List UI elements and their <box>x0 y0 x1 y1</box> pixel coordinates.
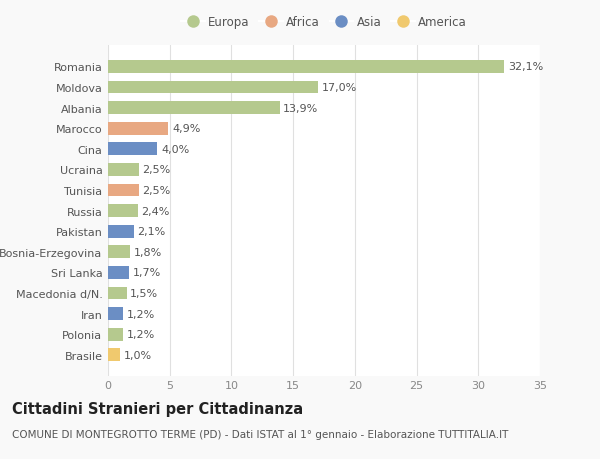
Bar <box>108 184 139 197</box>
Bar <box>108 328 123 341</box>
Legend: Europa, Africa, Asia, America: Europa, Africa, Asia, America <box>176 11 472 34</box>
Text: 1,2%: 1,2% <box>127 330 155 339</box>
Text: 1,8%: 1,8% <box>134 247 162 257</box>
Text: 2,1%: 2,1% <box>137 227 166 237</box>
Bar <box>108 143 157 156</box>
Text: 1,7%: 1,7% <box>133 268 161 278</box>
Text: 13,9%: 13,9% <box>283 103 319 113</box>
Text: 1,5%: 1,5% <box>130 288 158 298</box>
Text: 2,4%: 2,4% <box>142 206 170 216</box>
Bar <box>108 246 130 258</box>
Bar <box>108 225 134 238</box>
Bar <box>108 266 129 279</box>
Text: 2,5%: 2,5% <box>143 165 171 175</box>
Text: 17,0%: 17,0% <box>322 83 357 93</box>
Text: 1,2%: 1,2% <box>127 309 155 319</box>
Text: 1,0%: 1,0% <box>124 350 152 360</box>
Bar <box>108 164 139 176</box>
Bar <box>108 123 169 135</box>
Bar <box>108 102 280 115</box>
Bar <box>108 349 121 361</box>
Text: 4,0%: 4,0% <box>161 145 190 155</box>
Bar <box>108 308 123 320</box>
Text: COMUNE DI MONTEGROTTO TERME (PD) - Dati ISTAT al 1° gennaio - Elaborazione TUTTI: COMUNE DI MONTEGROTTO TERME (PD) - Dati … <box>12 429 508 439</box>
Text: 2,5%: 2,5% <box>143 185 171 196</box>
Bar <box>108 61 504 73</box>
Text: Cittadini Stranieri per Cittadinanza: Cittadini Stranieri per Cittadinanza <box>12 402 303 417</box>
Text: 32,1%: 32,1% <box>508 62 543 72</box>
Bar <box>108 81 318 94</box>
Bar <box>108 205 137 218</box>
Bar <box>108 287 127 300</box>
Text: 4,9%: 4,9% <box>172 124 200 134</box>
